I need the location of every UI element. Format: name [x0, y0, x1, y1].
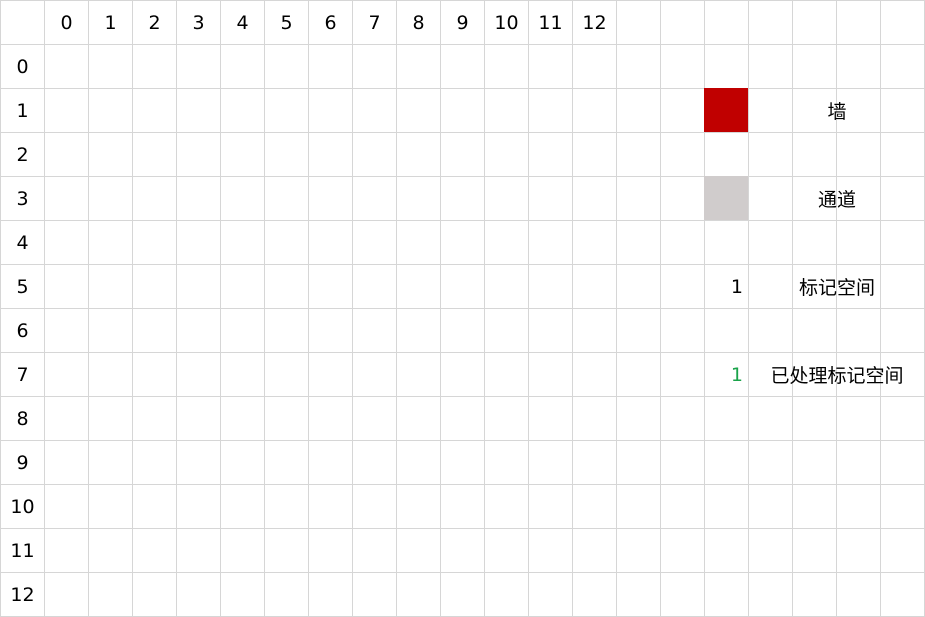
column-header-9: 9	[456, 11, 469, 34]
row-header-6: 6	[16, 319, 29, 342]
gridline-horizontal	[0, 484, 925, 485]
column-header-7: 7	[368, 11, 381, 34]
marked-space-label: 标记空间	[798, 277, 875, 299]
gridline-horizontal	[0, 528, 925, 529]
row-header-1: 1	[16, 99, 29, 122]
column-header-12: 12	[582, 11, 607, 34]
row-header-0: 0	[16, 55, 29, 78]
gridline-horizontal	[0, 396, 925, 397]
column-header-3: 3	[192, 11, 205, 34]
processed-space-label: 已处理标记空间	[770, 365, 904, 387]
wall-swatch	[704, 88, 748, 132]
row-header-4: 4	[16, 231, 29, 254]
column-header-4: 4	[236, 11, 249, 34]
gridline-horizontal	[0, 220, 925, 221]
gridline-horizontal	[0, 352, 925, 353]
gridline-horizontal	[0, 308, 925, 309]
column-header-5: 5	[280, 11, 293, 34]
column-header-1: 1	[104, 11, 117, 34]
column-header-10: 10	[494, 11, 519, 34]
gridline-horizontal	[0, 132, 925, 133]
row-header-11: 11	[10, 539, 35, 562]
gridline-horizontal	[0, 88, 925, 89]
column-header-2: 2	[148, 11, 161, 34]
passage-swatch	[704, 176, 748, 220]
row-header-9: 9	[16, 451, 29, 474]
row-header-3: 3	[16, 187, 29, 210]
row-header-2: 2	[16, 143, 29, 166]
row-header-5: 5	[16, 275, 29, 298]
gridline-horizontal	[0, 44, 925, 45]
column-header-0: 0	[60, 11, 73, 34]
column-header-6: 6	[324, 11, 337, 34]
row-header-10: 10	[10, 495, 35, 518]
row-header-8: 8	[16, 407, 29, 430]
row-header-7: 7	[16, 363, 29, 386]
processed-space-sample: 1	[730, 363, 743, 386]
gridline-horizontal	[0, 176, 925, 177]
wall-label: 墙	[827, 101, 847, 123]
column-header-8: 8	[412, 11, 425, 34]
gridline-horizontal	[0, 572, 925, 573]
gridline-horizontal	[0, 0, 925, 1]
gridline-horizontal	[0, 264, 925, 265]
column-header-11: 11	[538, 11, 563, 34]
gridline-horizontal	[0, 440, 925, 441]
marked-space-sample: 1	[730, 275, 743, 298]
passage-label: 通道	[817, 189, 856, 211]
row-header-12: 12	[10, 583, 35, 606]
